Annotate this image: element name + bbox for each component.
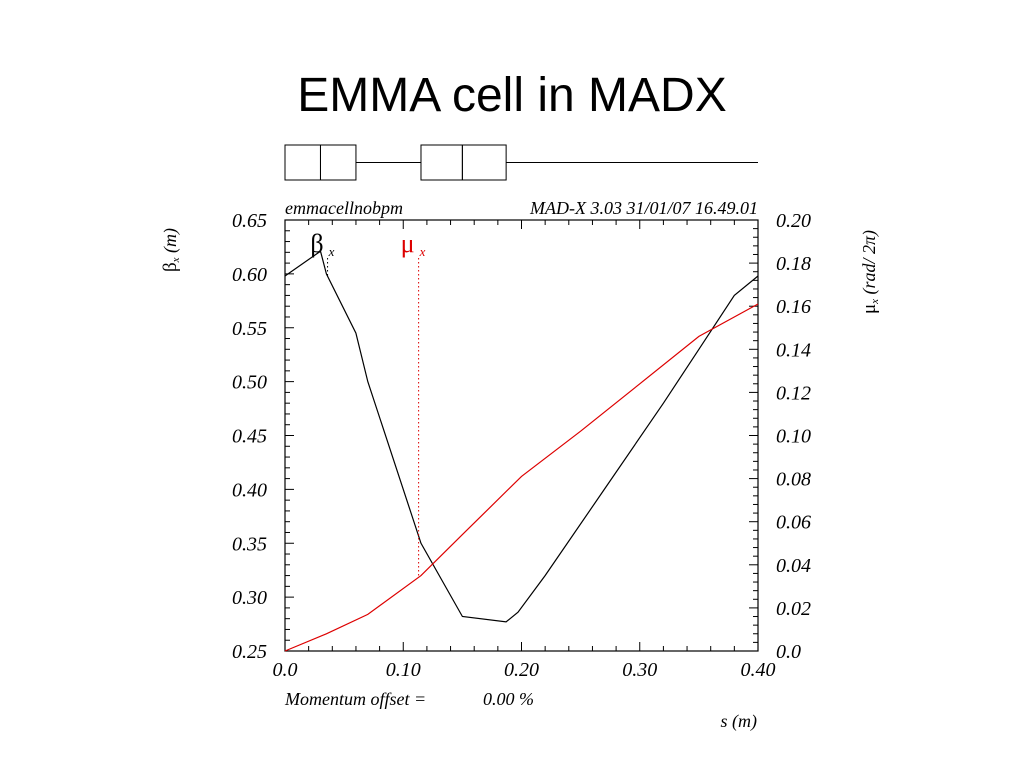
y-axis-label-right: μx (rad/ 2π) xyxy=(859,230,881,314)
plot-frame xyxy=(284,219,759,652)
lattice-magnet-1 xyxy=(319,144,357,181)
legend-label-0: β xyxy=(310,229,323,258)
legend-sub-0: x xyxy=(328,244,335,259)
series-line-0 xyxy=(284,250,759,623)
x-axis-label: s (m) xyxy=(721,711,758,732)
lattice-layout xyxy=(284,144,758,181)
x-tick-label: 0.20 xyxy=(504,659,539,681)
y-left-tick-label: 0.25 xyxy=(232,641,267,663)
plot-header-version-date: MAD-X 3.03 31/01/07 16.49.01 xyxy=(529,198,758,218)
x-tick-label: 0.30 xyxy=(622,659,657,681)
x-tick-label: 0.10 xyxy=(386,659,421,681)
y-right-tick-label: 0.04 xyxy=(776,555,811,577)
y-left-tick-label: 0.50 xyxy=(232,372,267,394)
slide-title: EMMA cell in MADX xyxy=(297,69,727,122)
plot-header-filename: emmacellnobpm xyxy=(285,198,403,218)
momentum-offset-value: 0.00 % xyxy=(483,689,534,709)
y-right-tick-label: 0.08 xyxy=(776,469,811,491)
y-left-tick-label: 0.55 xyxy=(232,318,267,340)
y-right-tick-label: 0.02 xyxy=(776,598,811,620)
axis-ticks: 0.0 0.10 0.20 0.30 0.40 0.25 0.30 0.35 0.40 0.45 0… xyxy=(232,210,811,681)
y-right-tick-label: 0.14 xyxy=(776,339,811,361)
ylabel-left-text: βx (m) xyxy=(160,228,182,272)
y-right-tick-label: 0.12 xyxy=(776,382,811,404)
series-line-1 xyxy=(284,303,759,652)
y-right-tick-label: 0.16 xyxy=(776,296,811,318)
y-left-tick-label: 0.45 xyxy=(232,426,267,448)
ylabel-right-text: μx (rad/ 2π) xyxy=(859,230,881,314)
y-right-tick-label: 0.10 xyxy=(776,426,811,448)
y-right-tick-label: 0.20 xyxy=(776,210,811,232)
y-left-tick-label: 0.35 xyxy=(232,533,267,555)
momentum-offset-label: Momentum offset = xyxy=(284,689,426,709)
y-right-tick-label: 0.06 xyxy=(776,512,811,534)
y-right-tick-label: 0.18 xyxy=(776,253,811,275)
legend-sub-1: x xyxy=(419,244,426,259)
y-right-tick-label: 0.0 xyxy=(776,641,801,663)
y-left-tick-label: 0.60 xyxy=(232,264,267,286)
y-axis-label-left: βx (m) xyxy=(160,228,182,272)
y-left-tick-label: 0.40 xyxy=(232,479,267,501)
legend-label-1: μ xyxy=(401,229,415,258)
lattice-magnet-3 xyxy=(420,144,463,181)
y-left-tick-label: 0.30 xyxy=(232,587,267,609)
series-layer xyxy=(284,250,759,652)
lattice-magnet-4 xyxy=(461,144,507,181)
lattice-magnet-0 xyxy=(284,144,321,181)
y-left-tick-label: 0.65 xyxy=(232,210,267,232)
x-tick-label: 0.0 xyxy=(273,659,298,681)
x-tick-label: 0.40 xyxy=(741,659,776,681)
